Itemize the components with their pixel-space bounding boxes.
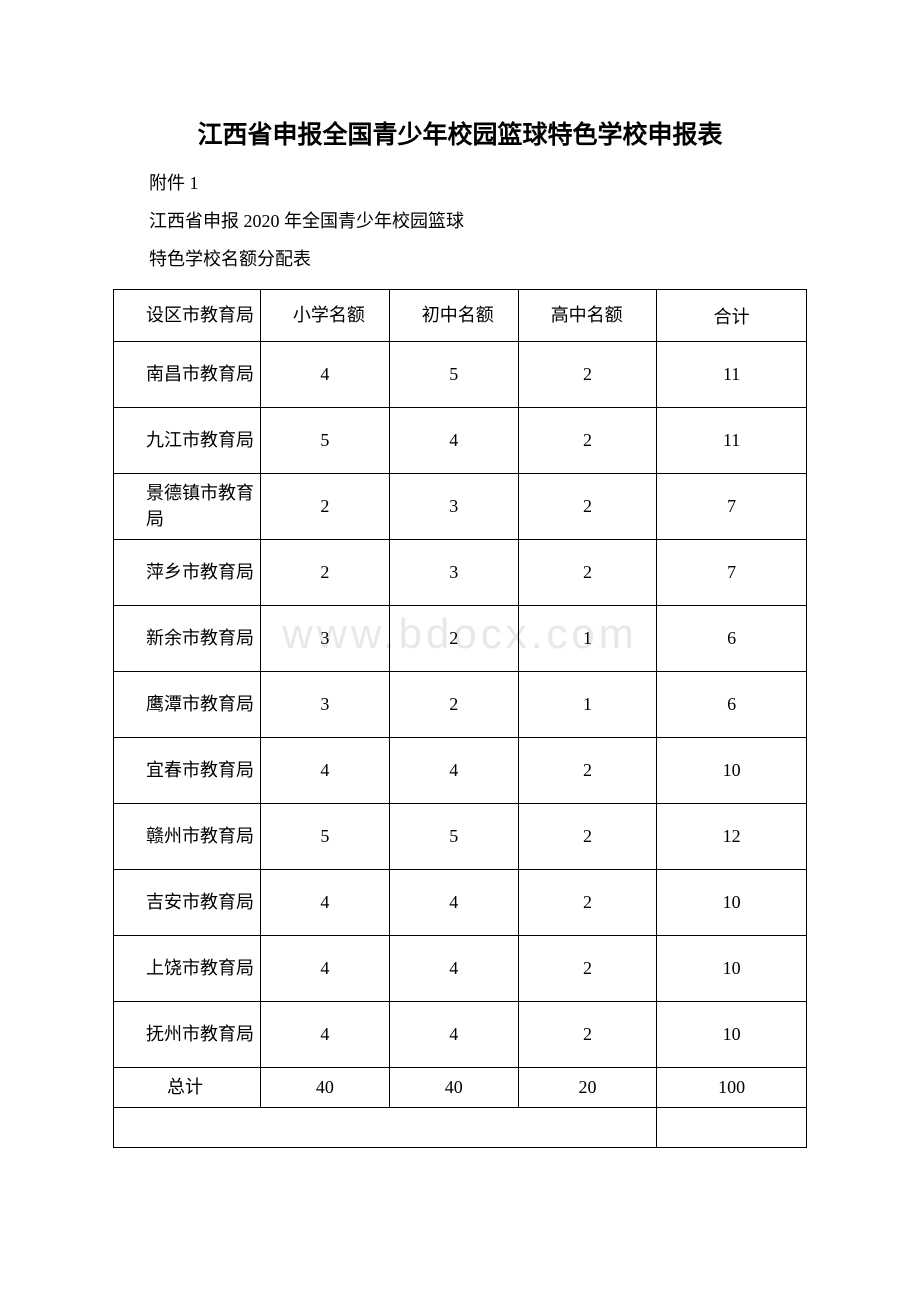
cell-high: 2	[518, 342, 657, 408]
cell-elementary: 4	[260, 936, 389, 1002]
cell-total: 12	[657, 804, 807, 870]
cell-high: 2	[518, 804, 657, 870]
table-row: 鹰潭市教育局 3 2 1 6	[114, 672, 807, 738]
cell-high: 1	[518, 606, 657, 672]
cell-middle: 4	[389, 936, 518, 1002]
subtitle-line-2: 特色学校名额分配表	[113, 245, 807, 271]
table-row: 萍乡市教育局 2 3 2 7	[114, 540, 807, 606]
cell-total-total: 100	[657, 1068, 807, 1108]
cell-elementary: 5	[260, 804, 389, 870]
cell-total-high: 20	[518, 1068, 657, 1108]
cell-high: 2	[518, 408, 657, 474]
cell-district: 上饶市教育局	[114, 936, 261, 1002]
cell-high: 2	[518, 1002, 657, 1068]
table-row: 景德镇市教育局 2 3 2 7	[114, 474, 807, 540]
cell-total-middle: 40	[389, 1068, 518, 1108]
cell-total: 6	[657, 606, 807, 672]
header-district: 设区市教育局	[114, 290, 261, 342]
header-middle: 初中名额	[389, 290, 518, 342]
cell-middle: 5	[389, 804, 518, 870]
cell-high: 2	[518, 738, 657, 804]
cell-high: 2	[518, 870, 657, 936]
cell-district: 抚州市教育局	[114, 1002, 261, 1068]
cell-elementary: 3	[260, 672, 389, 738]
cell-elementary: 2	[260, 540, 389, 606]
quota-allocation-table: 设区市教育局 小学名额 初中名额 高中名额 合计 南昌市教育局 4 5 2 11…	[113, 289, 807, 1148]
subtitle-line-1: 江西省申报 2020 年全国青少年校园篮球	[113, 207, 807, 233]
cell-elementary: 5	[260, 408, 389, 474]
cell-district: 新余市教育局	[114, 606, 261, 672]
cell-elementary: 3	[260, 606, 389, 672]
table-row: 抚州市教育局 4 4 2 10	[114, 1002, 807, 1068]
table-row: 南昌市教育局 4 5 2 11	[114, 342, 807, 408]
table-row: 上饶市教育局 4 4 2 10	[114, 936, 807, 1002]
empty-cell	[657, 1108, 807, 1148]
cell-district: 南昌市教育局	[114, 342, 261, 408]
header-total: 合计	[657, 290, 807, 342]
cell-high: 2	[518, 474, 657, 540]
cell-elementary: 2	[260, 474, 389, 540]
cell-district: 九江市教育局	[114, 408, 261, 474]
cell-middle: 3	[389, 474, 518, 540]
document-title: 江西省申报全国青少年校园篮球特色学校申报表	[113, 115, 807, 151]
cell-total: 11	[657, 342, 807, 408]
cell-total: 10	[657, 738, 807, 804]
cell-high: 2	[518, 540, 657, 606]
header-elementary: 小学名额	[260, 290, 389, 342]
cell-total-label: 总计	[114, 1068, 261, 1108]
cell-total: 6	[657, 672, 807, 738]
cell-middle: 2	[389, 672, 518, 738]
table-row: 新余市教育局 3 2 1 6	[114, 606, 807, 672]
table-row: 赣州市教育局 5 5 2 12	[114, 804, 807, 870]
cell-high: 2	[518, 936, 657, 1002]
attachment-label: 附件 1	[113, 169, 807, 195]
cell-district: 吉安市教育局	[114, 870, 261, 936]
cell-district: 萍乡市教育局	[114, 540, 261, 606]
cell-total: 10	[657, 1002, 807, 1068]
table-body: 南昌市教育局 4 5 2 11 九江市教育局 5 4 2 11 景德镇市教育局 …	[114, 342, 807, 1148]
header-high: 高中名额	[518, 290, 657, 342]
cell-middle: 5	[389, 342, 518, 408]
document-content: 江西省申报全国青少年校园篮球特色学校申报表 附件 1 江西省申报 2020 年全…	[113, 115, 807, 1148]
cell-total: 10	[657, 870, 807, 936]
cell-total: 10	[657, 936, 807, 1002]
cell-middle: 3	[389, 540, 518, 606]
table-row: 吉安市教育局 4 4 2 10	[114, 870, 807, 936]
cell-middle: 4	[389, 1002, 518, 1068]
cell-elementary: 4	[260, 1002, 389, 1068]
cell-total-elementary: 40	[260, 1068, 389, 1108]
cell-high: 1	[518, 672, 657, 738]
cell-middle: 2	[389, 606, 518, 672]
table-header-row: 设区市教育局 小学名额 初中名额 高中名额 合计	[114, 290, 807, 342]
cell-total: 11	[657, 408, 807, 474]
cell-middle: 4	[389, 408, 518, 474]
cell-total: 7	[657, 540, 807, 606]
cell-middle: 4	[389, 738, 518, 804]
table-empty-row	[114, 1108, 807, 1148]
cell-district: 景德镇市教育局	[114, 474, 261, 540]
empty-cell	[114, 1108, 657, 1148]
table-row: 宜春市教育局 4 4 2 10	[114, 738, 807, 804]
cell-district: 宜春市教育局	[114, 738, 261, 804]
cell-total: 7	[657, 474, 807, 540]
cell-middle: 4	[389, 870, 518, 936]
cell-elementary: 4	[260, 870, 389, 936]
table-total-row: 总计 40 40 20 100	[114, 1068, 807, 1108]
table-row: 九江市教育局 5 4 2 11	[114, 408, 807, 474]
cell-elementary: 4	[260, 342, 389, 408]
cell-district: 赣州市教育局	[114, 804, 261, 870]
cell-district: 鹰潭市教育局	[114, 672, 261, 738]
cell-elementary: 4	[260, 738, 389, 804]
